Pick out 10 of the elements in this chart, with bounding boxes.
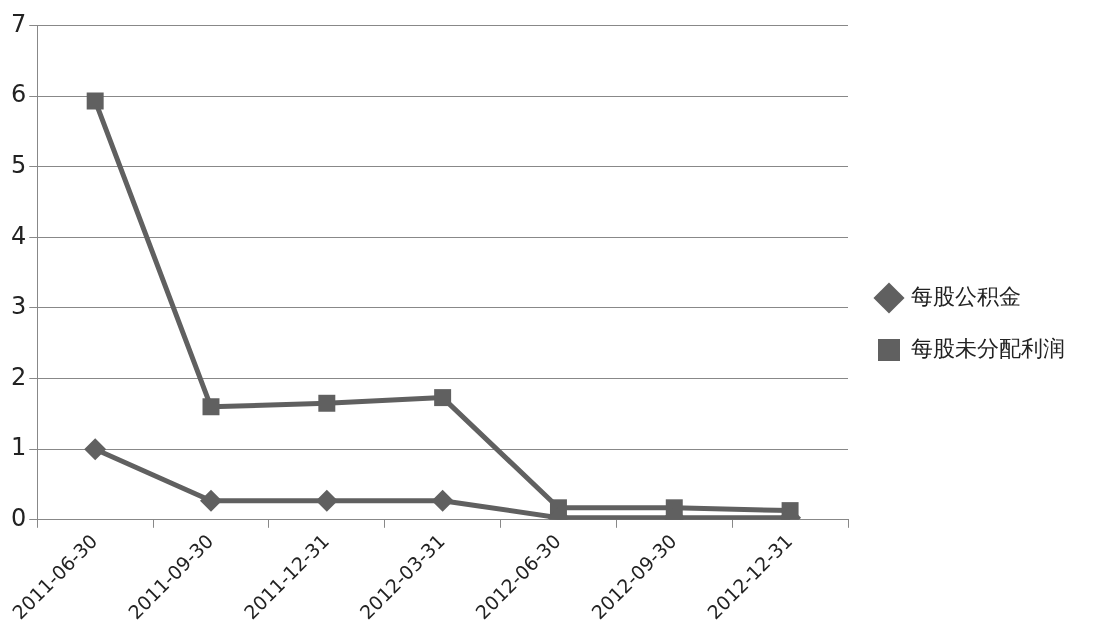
y-tick-label: 2: [10, 362, 27, 391]
y-tick-label: 5: [10, 150, 27, 179]
y-tick-label: 7: [10, 9, 27, 38]
y-tick-label: 4: [10, 221, 27, 250]
y-tick-label: 1: [10, 433, 27, 462]
legend-label: 每股未分配利润: [911, 335, 1065, 361]
legend-label: 每股公积金: [911, 283, 1021, 309]
y-tick-label: 6: [10, 80, 27, 109]
y-tick-label: 3: [10, 292, 27, 321]
y-tick-label: 0: [10, 504, 27, 533]
